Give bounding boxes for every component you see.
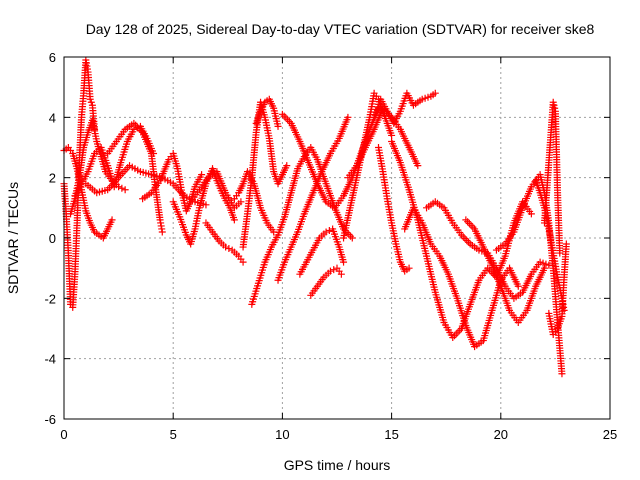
data-point xyxy=(467,221,475,229)
data-point xyxy=(348,234,356,242)
data-point xyxy=(108,216,116,224)
series-arc-29 xyxy=(540,98,564,257)
data-point xyxy=(345,230,353,238)
data-point xyxy=(405,264,413,272)
y-tick-label: -2 xyxy=(44,291,56,306)
grid-lines xyxy=(64,57,610,419)
data-point xyxy=(450,332,458,340)
x-tick-label: 10 xyxy=(275,427,289,442)
y-tick-label: 6 xyxy=(49,50,56,65)
series-arc-11 xyxy=(230,168,278,236)
x-tick-label: 15 xyxy=(384,427,398,442)
y-axis-label: SDTVAR / TECUs xyxy=(5,182,21,294)
series-arc-9 xyxy=(202,219,247,266)
data-point xyxy=(282,114,290,122)
data-point xyxy=(464,218,472,226)
series-arc-24 xyxy=(401,204,522,351)
data-point xyxy=(540,264,548,272)
data-point xyxy=(514,282,522,290)
data-point xyxy=(388,131,396,139)
data-point xyxy=(454,328,462,336)
data-point xyxy=(283,162,291,170)
x-axis-label: GPS time / hours xyxy=(284,457,391,473)
y-tick-label: -6 xyxy=(44,412,56,427)
x-tick-label: 0 xyxy=(60,427,67,442)
data-point xyxy=(86,95,94,103)
y-tick-label: 4 xyxy=(49,110,56,125)
data-point xyxy=(278,110,286,118)
data-point xyxy=(198,171,206,179)
data-point xyxy=(322,228,330,236)
plot-frame xyxy=(63,56,611,420)
data-point xyxy=(202,201,210,209)
series-arc-6 xyxy=(104,119,166,236)
series-arc-30 xyxy=(545,240,570,339)
data-point xyxy=(550,101,558,109)
series-arc-5 xyxy=(82,162,210,209)
data-point xyxy=(158,228,166,236)
data-point xyxy=(549,98,557,106)
data-point xyxy=(274,122,282,130)
data-point xyxy=(344,113,352,121)
data-point xyxy=(87,98,95,106)
data-point xyxy=(280,112,288,120)
x-axis-ticks: 0 5 10 15 20 25 xyxy=(60,57,617,442)
data-point xyxy=(239,258,247,266)
y-tick-label: 0 xyxy=(49,231,56,246)
data-point xyxy=(459,233,467,241)
data-point xyxy=(562,240,570,248)
series-arc-26 xyxy=(462,216,548,326)
data-point xyxy=(237,198,245,206)
x-tick-label: 5 xyxy=(170,427,177,442)
data-point xyxy=(465,220,473,228)
y-axis-ticks: -6 -4 -2 0 2 4 6 xyxy=(44,50,610,427)
y-tick-label: 2 xyxy=(49,171,56,186)
x-tick-label: 25 xyxy=(603,427,617,442)
data-point xyxy=(464,238,472,246)
series-arc-14 xyxy=(248,144,356,308)
y-tick-label: -4 xyxy=(44,352,56,367)
data-point xyxy=(452,330,460,338)
data-point xyxy=(462,216,470,224)
data-point xyxy=(121,186,129,194)
data-point xyxy=(551,104,559,112)
data-point xyxy=(222,243,230,251)
data-point xyxy=(556,249,564,257)
x-tick-label: 20 xyxy=(494,427,508,442)
series-arc-15 xyxy=(274,113,352,284)
series-arc-18 xyxy=(307,264,345,299)
data-point xyxy=(558,370,566,378)
data-point xyxy=(225,245,233,253)
data-point xyxy=(431,89,439,97)
data-point xyxy=(461,235,469,243)
data-point xyxy=(325,226,333,234)
series-arc-22 xyxy=(374,144,413,275)
data-point xyxy=(326,267,334,275)
series-arc-21 xyxy=(370,89,439,127)
series-arc-13 xyxy=(252,95,282,130)
data-point xyxy=(337,270,345,278)
data-point xyxy=(340,258,348,266)
data-point xyxy=(347,232,355,240)
chart-title: Day 128 of 2025, Sidereal Day-to-day VTE… xyxy=(86,21,595,37)
series-arc-7 xyxy=(139,150,206,215)
data-point xyxy=(118,184,126,192)
data-point xyxy=(330,266,338,274)
data-point xyxy=(414,162,422,170)
data-points xyxy=(60,56,570,378)
series-arc-17 xyxy=(296,225,348,278)
series-arc-10 xyxy=(187,168,245,212)
data-point xyxy=(230,216,238,224)
data-point xyxy=(527,210,535,218)
